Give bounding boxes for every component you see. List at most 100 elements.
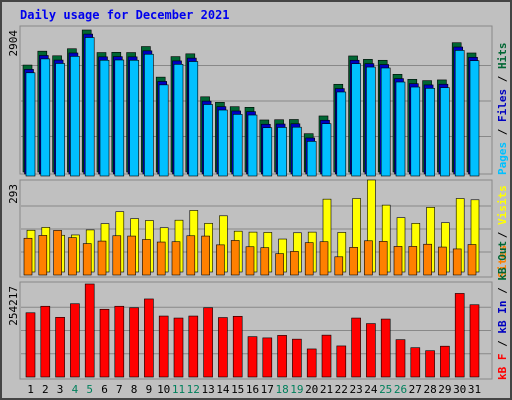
day-label-17: 17 bbox=[261, 383, 274, 396]
bar-kbf-day-13 bbox=[203, 307, 213, 378]
legend-pages: Pages bbox=[496, 142, 509, 175]
day-label-27: 27 bbox=[409, 383, 422, 396]
bar-kbf-day-14 bbox=[218, 317, 228, 378]
bar-sites-day-7 bbox=[112, 235, 122, 276]
bar-sites-day-4 bbox=[68, 237, 77, 276]
bar-pages-day-7 bbox=[114, 59, 125, 177]
y-max-bot: 254217 bbox=[7, 286, 20, 326]
legend-files: Files bbox=[496, 89, 509, 122]
bar-sites-day-13 bbox=[201, 235, 210, 276]
bar-sites-day-29 bbox=[438, 246, 447, 276]
bar-pages-day-22 bbox=[336, 91, 347, 177]
bar-pages-day-10 bbox=[158, 84, 169, 177]
bar-sites-day-11 bbox=[171, 241, 181, 276]
bar-sites-day-24 bbox=[364, 240, 373, 276]
day-label-14: 14 bbox=[216, 383, 230, 396]
bar-pages-day-2 bbox=[40, 58, 51, 177]
legend-kbin: kB In bbox=[496, 301, 509, 334]
bar-sites-day-2 bbox=[38, 235, 48, 276]
bar-sites-day-21 bbox=[319, 241, 329, 276]
bar-pages-day-21 bbox=[321, 123, 332, 177]
bar-pages-day-30 bbox=[454, 50, 465, 177]
bar-kbf-day-12 bbox=[188, 315, 199, 378]
bar-pages-day-8 bbox=[129, 59, 139, 177]
bar-pages-day-14 bbox=[218, 109, 228, 177]
bar-sites-day-23 bbox=[349, 247, 358, 276]
bar-sites-day-3 bbox=[53, 230, 62, 276]
day-label-5: 5 bbox=[86, 383, 93, 396]
bar-kbf-day-2 bbox=[40, 305, 51, 378]
day-label-15: 15 bbox=[231, 383, 244, 396]
bar-sites-day-1 bbox=[23, 237, 33, 276]
bar-sites-day-12 bbox=[186, 235, 196, 276]
bar-sites-day-19 bbox=[290, 251, 299, 276]
bar-kbf-day-22 bbox=[336, 345, 347, 378]
bar-sites-day-27 bbox=[408, 246, 418, 276]
day-label-2: 2 bbox=[42, 383, 49, 396]
day-label-8: 8 bbox=[131, 383, 138, 396]
bar-kbf-day-30 bbox=[454, 293, 465, 378]
bar-sites-day-15 bbox=[230, 240, 240, 276]
bar-sites-day-17 bbox=[260, 247, 270, 276]
legend-sep-1: / bbox=[496, 122, 509, 142]
bar-kbf-day-26 bbox=[395, 339, 406, 378]
bar-sites-day-6 bbox=[97, 240, 107, 276]
legend-sep-5: / bbox=[496, 281, 509, 301]
bar-pages-day-23 bbox=[351, 63, 361, 177]
bar-kbf-day-7 bbox=[114, 305, 125, 378]
legend-sep-4: / bbox=[496, 334, 509, 354]
day-label-22: 22 bbox=[335, 383, 348, 396]
bar-kbf-day-31 bbox=[469, 304, 480, 378]
bar-pages-day-15 bbox=[232, 114, 243, 177]
legend-sep-2: / bbox=[496, 69, 509, 89]
day-label-9: 9 bbox=[146, 383, 153, 396]
bar-pages-day-27 bbox=[410, 86, 421, 177]
bar-pages-day-25 bbox=[380, 67, 391, 177]
day-label-20: 20 bbox=[305, 383, 318, 396]
day-label-25: 25 bbox=[379, 383, 392, 396]
day-label-23: 23 bbox=[349, 383, 362, 396]
bar-kbf-day-3 bbox=[55, 316, 65, 378]
bar-pages-day-20 bbox=[306, 141, 317, 177]
legend-visits: Visits bbox=[496, 185, 509, 225]
bar-kbf-day-8 bbox=[129, 307, 139, 378]
bar-kbf-day-5 bbox=[84, 283, 95, 378]
chart-title: Daily usage for December 2021 bbox=[20, 8, 230, 22]
bar-pages-day-19 bbox=[292, 126, 302, 177]
legend-hits: Hits bbox=[496, 43, 509, 70]
bar-sites-day-8 bbox=[127, 235, 136, 276]
bar-pages-day-26 bbox=[395, 81, 406, 177]
bar-pages-day-24 bbox=[366, 66, 376, 177]
bar-kbf-day-29 bbox=[440, 345, 450, 378]
bar-sites-day-30 bbox=[452, 248, 462, 276]
day-label-31: 31 bbox=[468, 383, 481, 396]
bar-sites-day-14 bbox=[216, 244, 225, 276]
bar-pages-day-11 bbox=[173, 64, 184, 177]
day-label-18: 18 bbox=[275, 383, 288, 396]
bar-pages-day-9 bbox=[144, 53, 154, 177]
bar-sites-day-20 bbox=[304, 242, 314, 276]
bar-kbf-day-15 bbox=[232, 315, 243, 378]
day-label-10: 10 bbox=[157, 383, 170, 396]
bar-kbf-day-21 bbox=[321, 334, 332, 378]
bar-pages-day-6 bbox=[99, 59, 110, 177]
bar-kbf-day-18 bbox=[277, 335, 287, 378]
bar-sites-day-22 bbox=[334, 256, 344, 276]
day-label-24: 24 bbox=[364, 383, 378, 396]
bar-sites-day-5 bbox=[82, 243, 92, 276]
bar-kbf-day-6 bbox=[99, 308, 110, 378]
bar-pages-day-4 bbox=[70, 56, 80, 177]
day-label-28: 28 bbox=[423, 383, 436, 396]
y-max-mid: 293 bbox=[7, 184, 20, 204]
bar-kbf-day-11 bbox=[173, 317, 184, 378]
bar-kbf-day-9 bbox=[144, 298, 154, 378]
day-label-11: 11 bbox=[172, 383, 185, 396]
day-label-21: 21 bbox=[320, 383, 333, 396]
bar-pages-day-17 bbox=[262, 127, 273, 177]
bar-pages-day-3 bbox=[55, 63, 65, 177]
bar-kbf-day-16 bbox=[247, 336, 258, 378]
day-label-19: 19 bbox=[290, 383, 303, 396]
bar-sites-day-25 bbox=[378, 241, 388, 276]
day-label-16: 16 bbox=[246, 383, 259, 396]
bar-kbf-day-19 bbox=[292, 338, 302, 378]
